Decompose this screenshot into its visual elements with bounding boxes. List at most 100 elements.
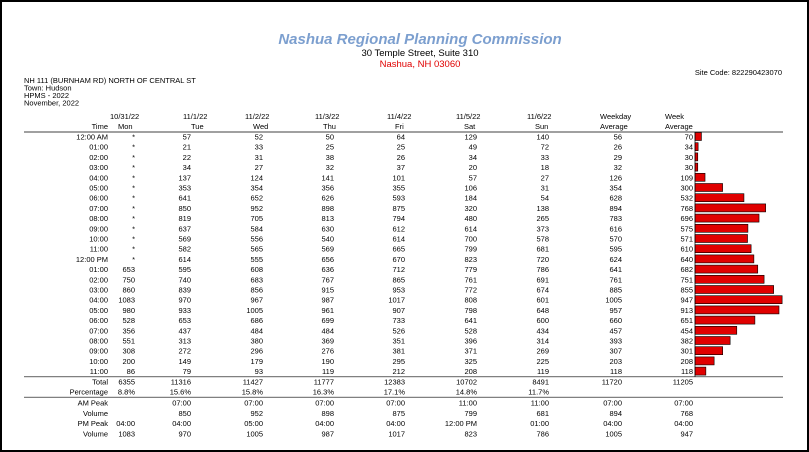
- cell: 381: [392, 347, 405, 356]
- volume-bar: [694, 162, 699, 172]
- cell: 947: [680, 429, 693, 438]
- volume-bar: [694, 132, 702, 141]
- volume-bar: [694, 152, 699, 162]
- cell: 04:00: [116, 419, 135, 428]
- row-label: 10:00: [89, 235, 108, 244]
- title: Nashua Regional Planning Commission: [278, 31, 561, 48]
- row-label: 12:00 PM: [76, 255, 108, 264]
- cell: 584: [250, 224, 263, 233]
- cell: 27: [255, 163, 263, 172]
- cell: *: [132, 153, 135, 162]
- cell: 14.8%: [456, 388, 478, 397]
- cell: 957: [609, 306, 622, 315]
- cell: 138: [536, 204, 549, 213]
- cell: 767: [321, 275, 334, 284]
- cell: 660: [609, 316, 622, 325]
- volume-bar: [694, 244, 752, 253]
- cell: 184: [464, 194, 477, 203]
- cell: 571: [680, 235, 693, 244]
- cell: 86: [127, 367, 135, 376]
- row-label: Percentage: [70, 388, 108, 397]
- cell: 555: [250, 255, 263, 264]
- cell: 681: [536, 245, 549, 254]
- cell: 50: [326, 133, 334, 142]
- cell: 101: [392, 173, 405, 182]
- cell: 11205: [673, 377, 693, 386]
- volume-bar: [694, 234, 748, 243]
- cell: 30: [685, 153, 693, 162]
- row-label: Volume: [83, 409, 108, 418]
- cell: 626: [321, 194, 334, 203]
- cell: 1017: [388, 296, 405, 305]
- cell: 565: [250, 245, 263, 254]
- cell: 8.8%: [118, 388, 135, 397]
- cell: 31: [255, 153, 263, 162]
- cell: *: [132, 143, 135, 152]
- cell: 593: [392, 194, 405, 203]
- address: 30 Temple Street, Suite 310: [361, 48, 478, 59]
- cell: 33: [255, 143, 263, 152]
- cell: 595: [178, 265, 191, 274]
- cell: 325: [464, 357, 477, 366]
- column-date: 11/4/22: [387, 112, 411, 121]
- cell: 126: [609, 173, 622, 182]
- cell: 630: [321, 224, 334, 233]
- cell: 25: [397, 143, 405, 152]
- cell: 119: [322, 367, 334, 376]
- volume-bar: [694, 254, 755, 264]
- cell: 786: [536, 429, 549, 438]
- column-label: Wed: [253, 122, 268, 131]
- cell: 850: [178, 204, 191, 213]
- cell: *: [132, 184, 135, 193]
- cell: 641: [609, 265, 622, 274]
- cell: 32: [614, 163, 622, 172]
- cell: 526: [392, 326, 405, 335]
- cell: 656: [321, 255, 334, 264]
- row-label: 07:00: [89, 204, 108, 213]
- cell: 70: [685, 133, 693, 142]
- cell: *: [132, 245, 135, 254]
- cell: 967: [250, 296, 263, 305]
- column-date: 10/31/22: [110, 112, 139, 121]
- cell: 636: [321, 265, 334, 274]
- row-label: 08:00: [89, 214, 108, 223]
- cell: 34: [685, 143, 693, 152]
- row-label: 02:00: [89, 153, 108, 162]
- volume-bar: [694, 274, 765, 284]
- row-label: 03:00: [89, 286, 108, 295]
- cell: 551: [122, 337, 135, 346]
- cell: 648: [536, 306, 549, 315]
- cell: 799: [464, 409, 477, 418]
- cell: 20: [469, 163, 477, 172]
- cell: 674: [536, 286, 549, 295]
- column-label: Time: [92, 122, 108, 131]
- cell: 808: [464, 296, 477, 305]
- cell: 308: [122, 347, 135, 356]
- cell: 64: [397, 133, 405, 142]
- cell: 72: [541, 143, 549, 152]
- cell: 612: [392, 224, 405, 233]
- cell: 786: [536, 265, 549, 274]
- column-label: Average: [600, 122, 628, 131]
- cell: 04:00: [315, 419, 334, 428]
- row-label: PM Peak: [78, 419, 109, 428]
- volume-bar: [694, 285, 774, 294]
- row-label: 05:00: [89, 184, 108, 193]
- row-label: 04:00: [89, 296, 108, 305]
- column-label: Sun: [535, 122, 548, 131]
- cell: 434: [536, 326, 549, 335]
- row-label: 04:00: [89, 173, 108, 182]
- cell: 608: [250, 265, 263, 274]
- site-info: Town: Hudson: [24, 84, 72, 93]
- cell: 670: [392, 255, 405, 264]
- cell: 04:00: [674, 419, 693, 428]
- cell: 813: [321, 214, 334, 223]
- cell: 354: [609, 184, 622, 193]
- cell: 393: [609, 337, 622, 346]
- column-label: Average: [665, 122, 693, 131]
- cell: 480: [464, 214, 477, 223]
- cell: 686: [250, 316, 263, 325]
- cell: 532: [680, 194, 693, 203]
- cell: 18: [541, 163, 549, 172]
